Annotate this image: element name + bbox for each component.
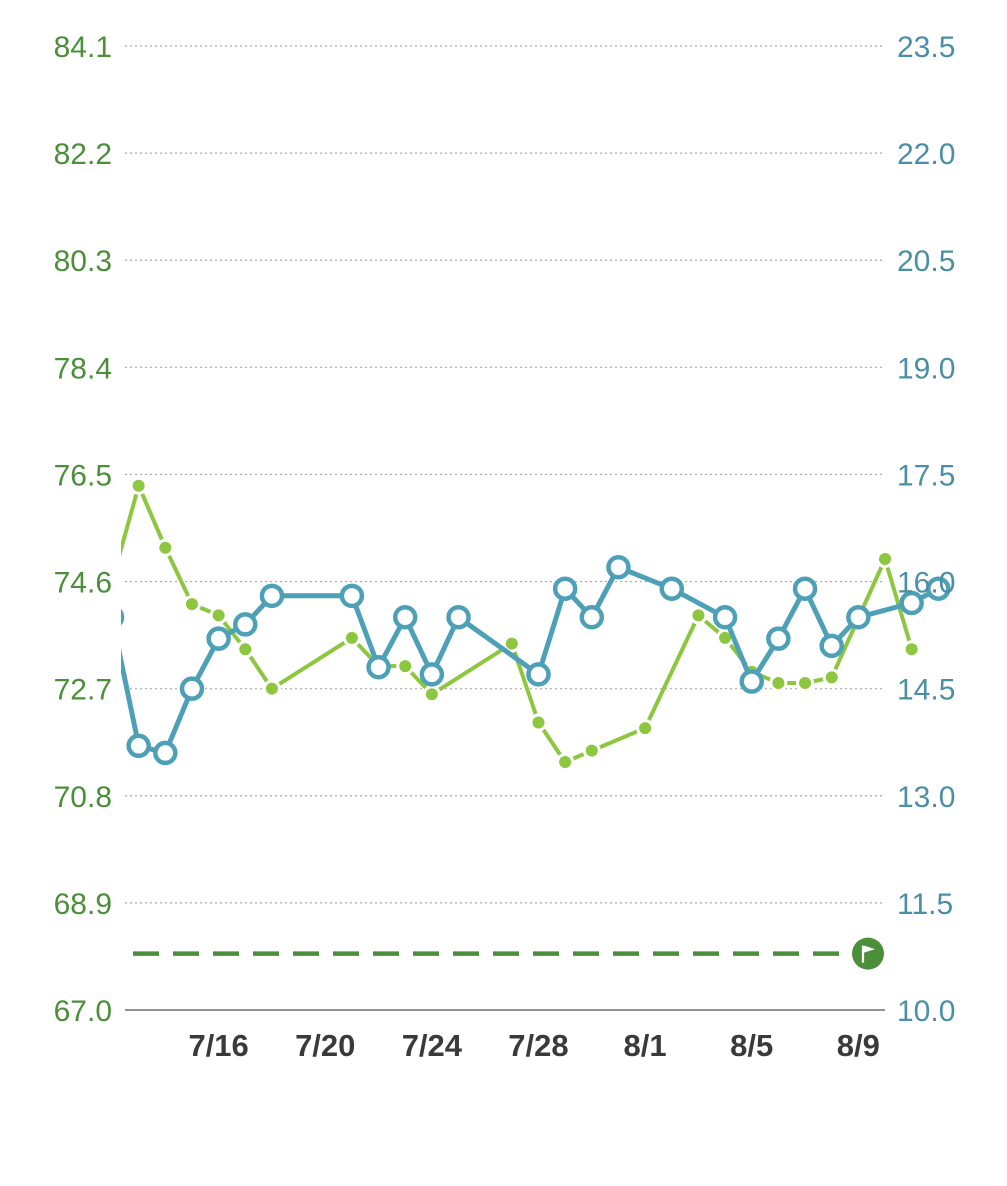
y-right-tick-label: 22.0 [897,138,955,171]
data-point [182,595,201,614]
y-right-tick-label: 23.5 [897,31,955,64]
y-right-tick-label: 19.0 [897,352,955,385]
data-point [129,476,148,495]
data-point [792,576,818,601]
data-point [769,674,788,693]
data-point [712,605,738,630]
x-tick-label: 7/20 [295,1028,355,1063]
y-left-tick-label: 67.0 [54,995,112,1028]
x-tick-label: 8/5 [730,1028,773,1063]
grid [125,45,885,1011]
data-point [392,605,418,630]
series-group [121,476,951,771]
y-right-tick-label: 10.0 [897,995,955,1028]
data-point [902,640,921,659]
flag-icon [861,945,875,963]
goal-marker [852,937,884,970]
data-point [206,626,231,651]
series-2 [121,555,951,766]
y-right-tick-label: 13.0 [897,781,955,814]
goal-line-group [133,937,884,970]
y-left-tick-label: 76.5 [54,459,112,492]
data-point [126,733,151,759]
x-tick-label: 8/9 [837,1028,880,1063]
data-point [342,628,361,647]
data-point [899,590,924,616]
data-point [422,685,441,704]
series-1-line [121,483,914,764]
data-point [739,669,764,694]
data-point [552,576,578,601]
y-left-tick-label: 82.2 [54,138,112,171]
y-left-tick-label: 84.1 [54,31,112,64]
data-point [262,679,281,698]
data-point [526,662,551,687]
y-left-tick-label: 74.6 [54,567,112,600]
y-right-tick-label: 16.0 [897,567,955,600]
data-point [556,752,575,771]
data-point [766,626,791,651]
data-point [156,538,175,557]
data-point [339,583,365,609]
x-tick-label: 7/24 [402,1028,463,1063]
data-point [366,654,391,680]
data-point [121,608,125,626]
data-point [502,634,521,653]
data-point [419,662,445,687]
data-point [689,606,708,625]
x-tick-label: 7/28 [508,1028,568,1063]
y-left-tick-label: 70.8 [54,781,112,814]
y-left-tick-label: 68.9 [54,888,112,921]
y-left-tick-label: 78.4 [54,352,112,385]
data-point [446,605,471,630]
data-point [606,555,631,580]
axes: 67.0 68.9 70.8 72.7 74.6 76.5 78.4 80.3 82.2 84.1… [54,31,956,1063]
data-point [876,550,894,569]
data-point [796,674,815,693]
data-point [209,606,228,625]
y-right-tick-label: 11.5 [897,888,953,921]
data-point [822,668,841,687]
data-point [819,633,844,659]
data-point [636,719,655,738]
y-left-tick-label: 80.3 [54,245,112,278]
data-point [529,713,548,732]
flag-cloth [864,945,875,953]
y-left-tick-label: 72.7 [54,674,112,707]
series-1 [121,476,921,771]
x-tick-label: 8/1 [624,1028,667,1063]
y-right-tick-label: 14.5 [897,674,955,707]
data-point [926,576,951,601]
data-point [259,583,285,609]
data-point [659,576,685,601]
y-right-tick-label: 17.5 [897,459,955,492]
data-point [579,605,605,630]
y-right-tick-label: 20.5 [897,245,955,278]
data-point [396,657,415,676]
data-point [846,605,871,630]
data-point [582,741,601,760]
data-point [233,612,258,637]
data-point [179,676,205,701]
x-tick-label: 7/16 [188,1028,248,1063]
data-point [153,740,178,766]
data-point [236,640,255,659]
